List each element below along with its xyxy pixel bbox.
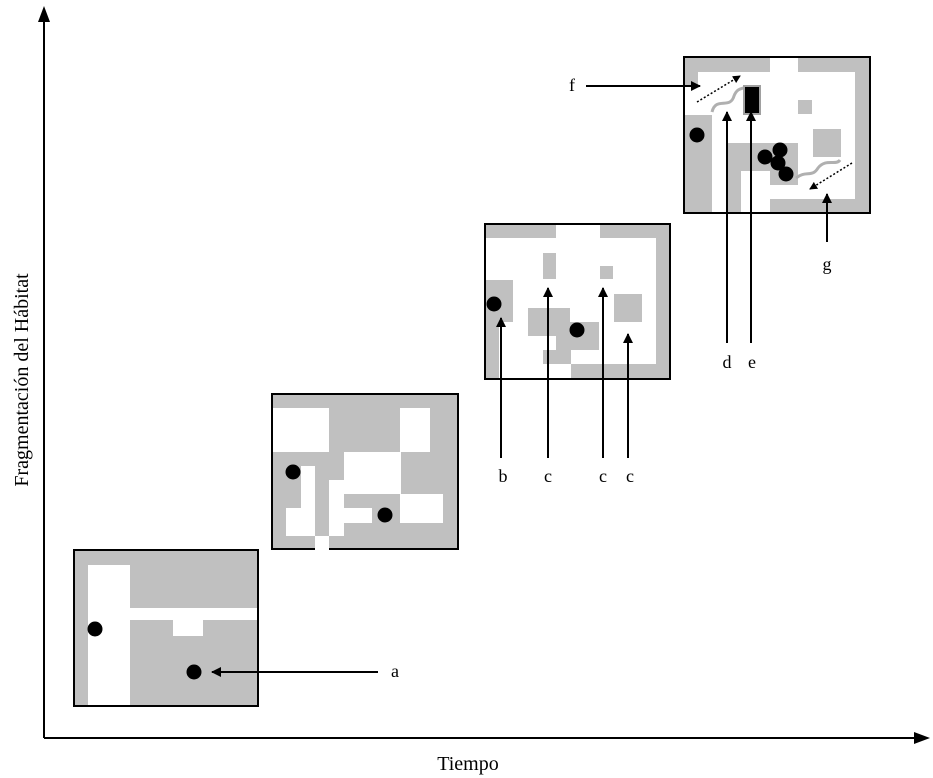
callout-a: a — [211, 661, 399, 681]
corridor — [795, 158, 842, 180]
individual — [486, 296, 502, 312]
callout-c-2-label: c — [599, 466, 607, 486]
individual — [778, 166, 794, 182]
panel-stage-2 — [271, 393, 459, 551]
x-axis-arrowhead — [914, 732, 930, 744]
callout-f-label: f — [569, 75, 575, 95]
y-axis-label: Fragmentación del Hábitat — [11, 273, 33, 487]
individual — [377, 507, 393, 523]
callout-c-1: c — [543, 287, 553, 486]
callout-c-3: c — [623, 333, 634, 486]
y-axis — [38, 6, 50, 738]
callout-g: g — [822, 193, 832, 274]
dispersal-arrow — [809, 162, 853, 190]
callout-c-2: c — [598, 287, 608, 486]
callout-g-label: g — [823, 254, 832, 274]
callout-b-label: b — [499, 466, 508, 486]
dispersal-arrow — [696, 75, 741, 103]
individual — [772, 142, 788, 158]
panel-stage-1 — [73, 549, 259, 707]
individual — [689, 127, 705, 143]
callout-d: d — [722, 111, 732, 372]
callout-a-label: a — [391, 661, 399, 681]
callout-e: e — [746, 111, 756, 372]
callout-d-label: d — [723, 352, 732, 372]
callout-c-1-label: c — [544, 466, 552, 486]
individual — [770, 155, 786, 171]
x-axis — [44, 732, 930, 744]
callout-b: b — [496, 317, 508, 486]
callout-c-3-label: c — [626, 466, 634, 486]
callout-f: f — [569, 75, 701, 95]
individual — [285, 464, 301, 480]
x-axis-label: Tiempo — [437, 753, 499, 775]
individual — [186, 664, 202, 680]
panel-stage-3 — [484, 223, 671, 380]
barrier — [743, 85, 761, 115]
individual — [757, 149, 773, 165]
y-axis-arrowhead — [38, 6, 50, 22]
panel-stage-4 — [683, 56, 871, 214]
individual — [569, 322, 585, 338]
individual — [87, 621, 103, 637]
callout-e-label: e — [748, 352, 756, 372]
